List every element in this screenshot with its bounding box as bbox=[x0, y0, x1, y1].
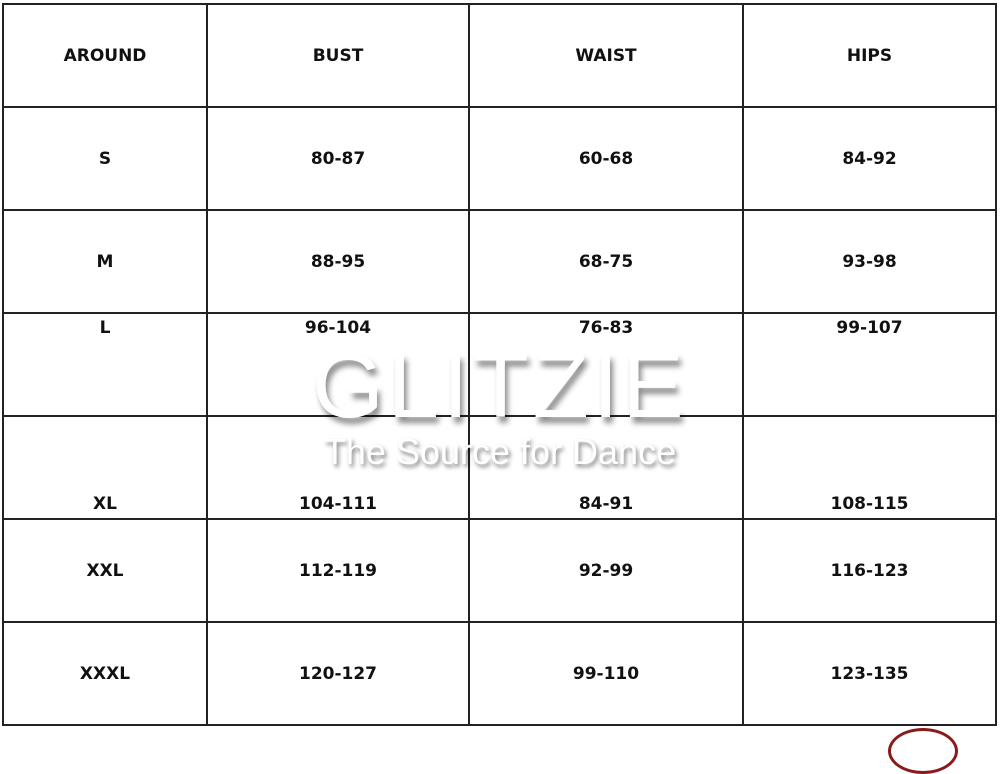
size-cell: L bbox=[2, 312, 208, 417]
header-cell: AROUND bbox=[2, 3, 208, 108]
hips-cell: 123-135 bbox=[742, 621, 997, 726]
red-circle-mark bbox=[888, 728, 958, 774]
table-row: M 88-95 68-75 93-98 bbox=[2, 209, 997, 314]
table-row: L 96-104 76-83 99-107 bbox=[2, 312, 997, 417]
waist-cell: 84-91 bbox=[468, 415, 744, 520]
bust-cell: 120-127 bbox=[206, 621, 470, 726]
size-cell: XXXL bbox=[2, 621, 208, 726]
table-row: XXXL 120-127 99-110 123-135 bbox=[2, 621, 997, 726]
header-cell: BUST bbox=[206, 3, 470, 108]
size-cell: S bbox=[2, 106, 208, 211]
waist-cell: 68-75 bbox=[468, 209, 744, 314]
bust-cell: 112-119 bbox=[206, 518, 470, 623]
hips-cell: 99-107 bbox=[742, 312, 997, 417]
table-row: XXL 112-119 92-99 116-123 bbox=[2, 518, 997, 623]
hips-cell: 116-123 bbox=[742, 518, 997, 623]
header-row: AROUND BUST WAIST HIPS bbox=[2, 3, 997, 108]
table-row: XL 104-111 84-91 108-115 bbox=[2, 415, 997, 520]
bust-cell: 88-95 bbox=[206, 209, 470, 314]
waist-cell: 76-83 bbox=[468, 312, 744, 417]
bust-cell: 104-111 bbox=[206, 415, 470, 520]
size-cell: XL bbox=[2, 415, 208, 520]
header-cell: WAIST bbox=[468, 3, 744, 108]
hips-cell: 84-92 bbox=[742, 106, 997, 211]
waist-cell: 92-99 bbox=[468, 518, 744, 623]
bust-cell: 96-104 bbox=[206, 312, 470, 417]
table-row: S 80-87 60-68 84-92 bbox=[2, 106, 997, 211]
size-cell: M bbox=[2, 209, 208, 314]
hips-cell: 108-115 bbox=[742, 415, 997, 520]
bust-cell: 80-87 bbox=[206, 106, 470, 211]
waist-cell: 60-68 bbox=[468, 106, 744, 211]
waist-cell: 99-110 bbox=[468, 621, 744, 726]
size-chart-table: AROUND BUST WAIST HIPS S 80-87 60-68 84-… bbox=[2, 3, 997, 726]
header-cell: HIPS bbox=[742, 3, 997, 108]
hips-cell: 93-98 bbox=[742, 209, 997, 314]
size-cell: XXL bbox=[2, 518, 208, 623]
